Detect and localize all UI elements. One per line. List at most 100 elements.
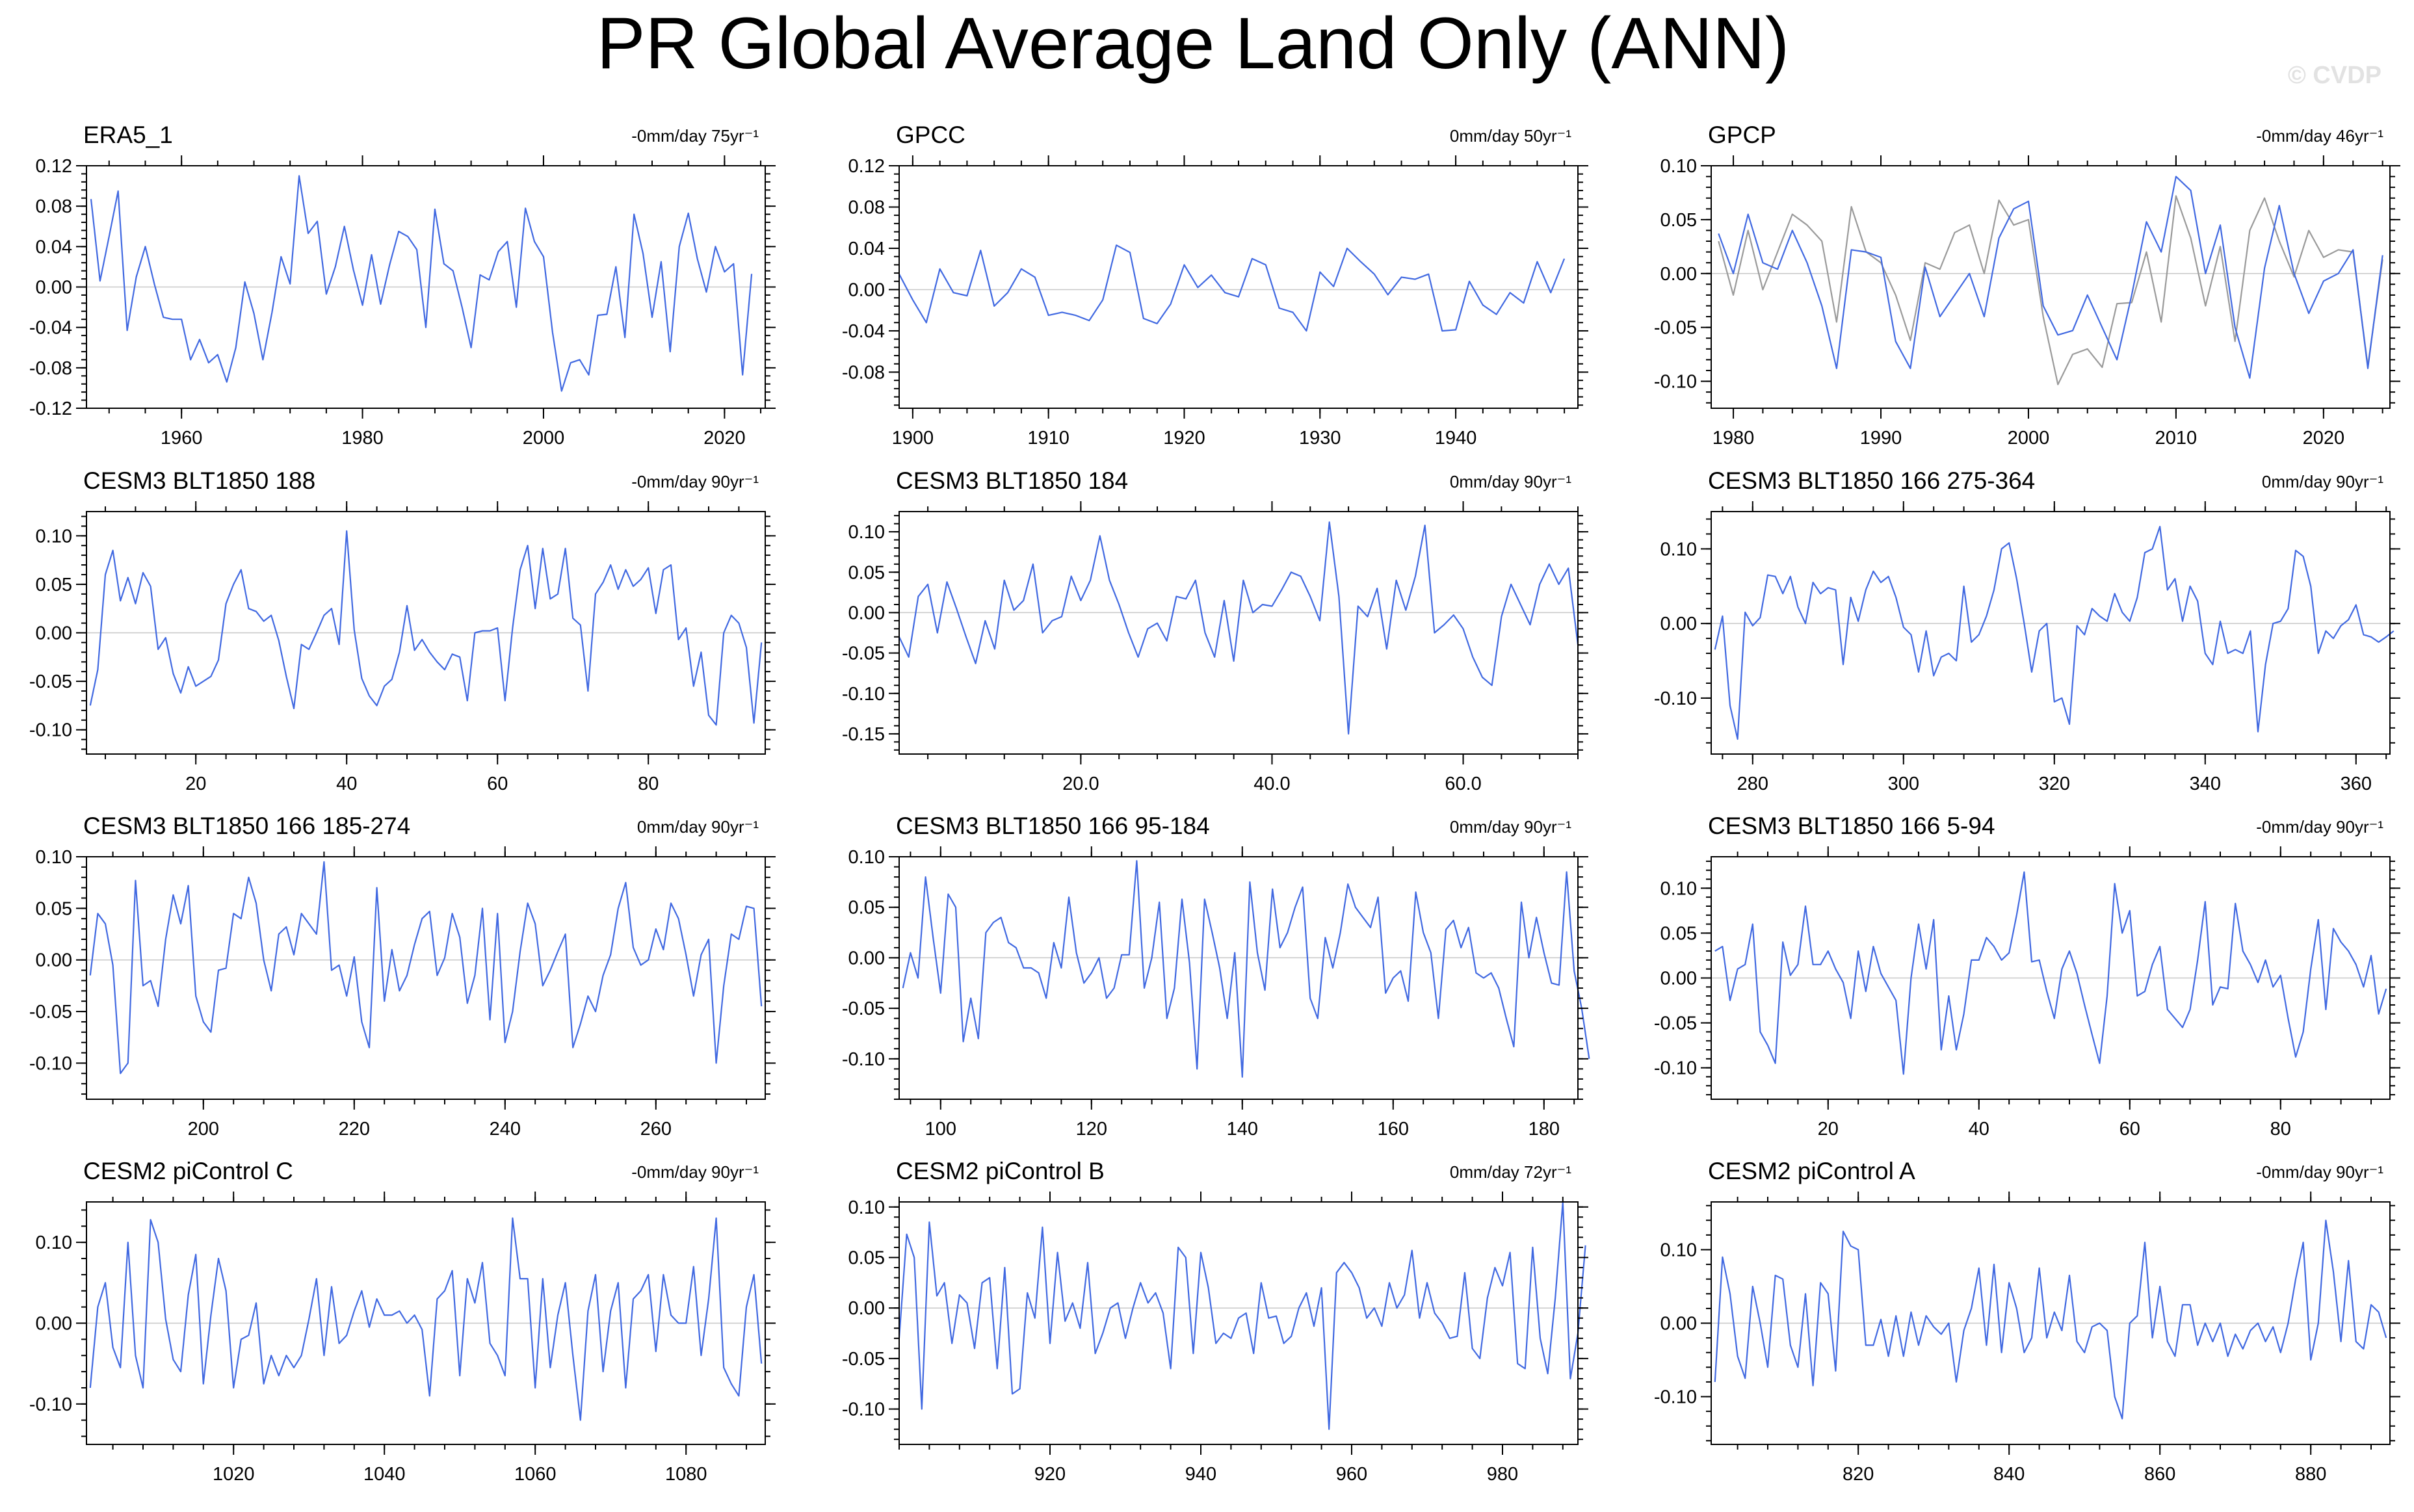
y-tick-label: 0.10 bbox=[1660, 878, 1697, 899]
x-tick-label: 1990 bbox=[1860, 428, 1902, 449]
x-tick-label: 40 bbox=[336, 774, 357, 794]
y-tick-label: 0.00 bbox=[1660, 1314, 1697, 1335]
x-tick-label: 120 bbox=[1076, 1119, 1107, 1140]
x-tick-label: 940 bbox=[1185, 1464, 1216, 1485]
watermark: © CVDP bbox=[2288, 62, 2381, 89]
panel-trend: 0mm/day 90yr⁻¹ bbox=[2262, 472, 2383, 491]
y-tick-label: -0.04 bbox=[29, 318, 72, 339]
y-tick-label: -0.05 bbox=[842, 644, 885, 664]
plot-frame bbox=[899, 165, 1579, 409]
x-tick-label: 2020 bbox=[2303, 428, 2345, 449]
x-tick-label: 1980 bbox=[1712, 428, 1755, 449]
y-tick-label: 0.08 bbox=[848, 197, 885, 218]
plot-frame bbox=[86, 856, 766, 1100]
panel-trend: -0mm/day 90yr⁻¹ bbox=[2256, 1162, 2383, 1182]
panel-title: CESM3 BLT1850 166 5-94 bbox=[1708, 813, 1995, 839]
figure-title: PR Global Average Land Only (ANN) bbox=[597, 3, 1789, 84]
y-tick-label: 0.05 bbox=[1660, 923, 1697, 944]
y-tick-label: 0.05 bbox=[36, 898, 72, 919]
panel-10: CESM2 piControl C -0mm/day 90yr⁻¹ -0.10 0.0… bbox=[29, 1158, 776, 1485]
y-tick-label: -0.05 bbox=[842, 1349, 885, 1370]
y-tick-label: -0.10 bbox=[1654, 372, 1697, 393]
y-tick-label: 0.10 bbox=[1660, 156, 1697, 177]
panel-trend: -0mm/day 46yr⁻¹ bbox=[2256, 126, 2383, 146]
panel-title: CESM2 piControl B bbox=[896, 1158, 1105, 1184]
x-tick-label: 80 bbox=[638, 774, 659, 794]
y-tick-label: 0.12 bbox=[36, 156, 72, 177]
panel-9: CESM3 BLT1850 166 5-94 -0mm/day 90yr⁻¹ -0.… bbox=[1654, 813, 2400, 1140]
panel-trend: 0mm/day 90yr⁻¹ bbox=[1450, 817, 1571, 837]
y-tick-label: 0.10 bbox=[848, 1197, 885, 1218]
x-tick-label: 840 bbox=[1993, 1464, 2025, 1485]
panel-title: CESM3 BLT1850 166 95-184 bbox=[896, 813, 1210, 839]
panel-trend: -0mm/day 90yr⁻¹ bbox=[631, 472, 759, 491]
y-tick-label: -0.10 bbox=[842, 684, 885, 705]
y-tick-label: -0.12 bbox=[29, 398, 72, 419]
series-line bbox=[1718, 176, 2383, 379]
x-tick-label: 80 bbox=[2270, 1119, 2291, 1140]
x-tick-label: 60.0 bbox=[1445, 774, 1481, 794]
y-tick-label: -0.10 bbox=[1654, 1058, 1697, 1079]
panel-title: GPCP bbox=[1708, 122, 1776, 148]
plot-frame bbox=[899, 1201, 1579, 1445]
panel-6: CESM3 BLT1850 166 275-364 0mm/day 90yr⁻¹ -… bbox=[1654, 467, 2400, 794]
x-tick-label: 2000 bbox=[2008, 428, 2050, 449]
y-tick-label: 0.00 bbox=[848, 603, 885, 623]
panel-trend: 0mm/day 72yr⁻¹ bbox=[1450, 1162, 1571, 1182]
y-tick-label: 0.00 bbox=[36, 623, 72, 644]
y-tick-label: 0.10 bbox=[848, 847, 885, 868]
x-tick-label: 20.0 bbox=[1062, 774, 1099, 794]
y-tick-label: -0.10 bbox=[29, 720, 72, 741]
x-tick-label: 2000 bbox=[523, 428, 565, 449]
panel-trend: 0mm/day 90yr⁻¹ bbox=[637, 817, 759, 837]
x-tick-label: 1980 bbox=[341, 428, 384, 449]
y-tick-label: 0.05 bbox=[848, 562, 885, 583]
x-tick-label: 200 bbox=[188, 1119, 219, 1140]
x-tick-label: 1020 bbox=[213, 1464, 255, 1485]
x-tick-label: 2020 bbox=[703, 428, 746, 449]
panel-title: CESM3 BLT1850 166 275-364 bbox=[1708, 467, 2035, 494]
series-line bbox=[899, 521, 1579, 735]
panel-trend: -0mm/day 90yr⁻¹ bbox=[631, 1162, 759, 1182]
series-line bbox=[902, 860, 1590, 1078]
y-tick-label: -0.05 bbox=[29, 1002, 72, 1023]
y-tick-label: 0.10 bbox=[36, 526, 72, 547]
panel-8: CESM3 BLT1850 166 95-184 0mm/day 90yr⁻¹ -0… bbox=[842, 813, 1590, 1140]
y-tick-label: -0.05 bbox=[1654, 318, 1697, 339]
y-tick-label: -0.10 bbox=[842, 1049, 885, 1070]
y-tick-label: 0.00 bbox=[1660, 969, 1697, 989]
panel-title: CESM3 BLT1850 184 bbox=[896, 467, 1128, 494]
x-tick-label: 180 bbox=[1528, 1119, 1560, 1140]
x-tick-label: 880 bbox=[2295, 1464, 2326, 1485]
x-tick-label: 160 bbox=[1378, 1119, 1409, 1140]
y-tick-label: -0.05 bbox=[1654, 1013, 1697, 1034]
panel-2: GPCC 0mm/day 50yr⁻¹ -0.08 -0.04 0.00 0.04 0.08… bbox=[842, 122, 1588, 449]
x-tick-label: 860 bbox=[2144, 1464, 2175, 1485]
series-line bbox=[1714, 871, 2387, 1075]
series-line bbox=[1714, 1219, 2387, 1420]
y-tick-label: -0.10 bbox=[29, 1053, 72, 1074]
x-tick-label: 60 bbox=[2119, 1119, 2140, 1140]
y-tick-label: 0.05 bbox=[36, 575, 72, 595]
reference-series-line bbox=[1718, 195, 2383, 385]
y-tick-label: 0.00 bbox=[848, 280, 885, 300]
panel-title: GPCC bbox=[896, 122, 965, 148]
y-tick-label: 0.10 bbox=[1660, 1240, 1697, 1260]
y-tick-label: 0.00 bbox=[36, 950, 72, 971]
plot-frame bbox=[899, 511, 1579, 755]
series-line bbox=[90, 175, 753, 392]
x-tick-label: 40 bbox=[1969, 1119, 1989, 1140]
x-tick-label: 360 bbox=[2341, 774, 2372, 794]
panel-trend: 0mm/day 90yr⁻¹ bbox=[1450, 472, 1571, 491]
panel-11: CESM2 piControl B 0mm/day 72yr⁻¹ -0.10 -0.0… bbox=[842, 1158, 1588, 1485]
x-tick-label: 920 bbox=[1034, 1464, 1066, 1485]
panel-trend: -0mm/day 75yr⁻¹ bbox=[631, 126, 759, 146]
x-tick-label: 140 bbox=[1227, 1119, 1258, 1140]
panel-4: CESM3 BLT1850 188 -0mm/day 90yr⁻¹ -0.10 -0.… bbox=[29, 467, 776, 794]
x-tick-label: 300 bbox=[1888, 774, 1919, 794]
panel-1: ERA5_1 -0mm/day 75yr⁻¹ -0.12 -0.08 -0.04 0.00… bbox=[29, 122, 776, 449]
x-tick-label: 2010 bbox=[2155, 428, 2198, 449]
series-line bbox=[89, 530, 763, 726]
plot-frame bbox=[1711, 165, 2391, 409]
